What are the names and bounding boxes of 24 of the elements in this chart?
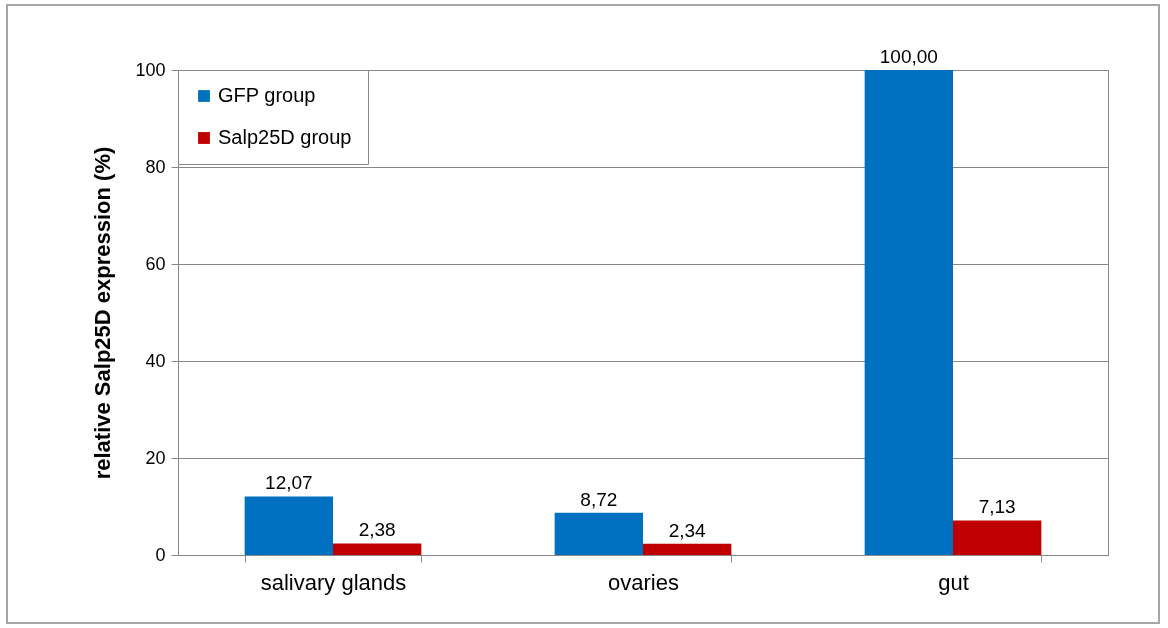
data-label: 2,34 — [668, 519, 707, 541]
bar — [333, 543, 422, 555]
legend-label: GFP group — [218, 84, 316, 106]
data-label: 8,72 — [580, 488, 618, 510]
x-tick-label: salivary glands — [260, 569, 407, 595]
data-label: 100,00 — [879, 46, 938, 67]
data-label: 7,13 — [978, 496, 1016, 518]
y-tick-label: 40 — [145, 350, 166, 371]
data-label: 2,38 — [358, 519, 396, 541]
bar — [864, 70, 953, 555]
x-tick-label: gut — [938, 569, 969, 595]
y-tick-label: 20 — [145, 447, 166, 468]
legend-label: Salp25D group — [218, 126, 352, 148]
bar — [643, 543, 732, 555]
bar — [244, 496, 333, 555]
y-tick-label: 60 — [145, 253, 166, 274]
y-tick-label: 0 — [155, 544, 166, 565]
data-label: 12,07 — [265, 472, 313, 494]
bar — [554, 512, 643, 555]
y-tick-label: 80 — [145, 156, 166, 177]
y-axis-title: relative Salp25D expression (%) — [90, 146, 116, 480]
x-tick-label: ovaries — [608, 569, 679, 595]
bar — [953, 520, 1042, 555]
y-tick-label: 100 — [135, 59, 166, 80]
